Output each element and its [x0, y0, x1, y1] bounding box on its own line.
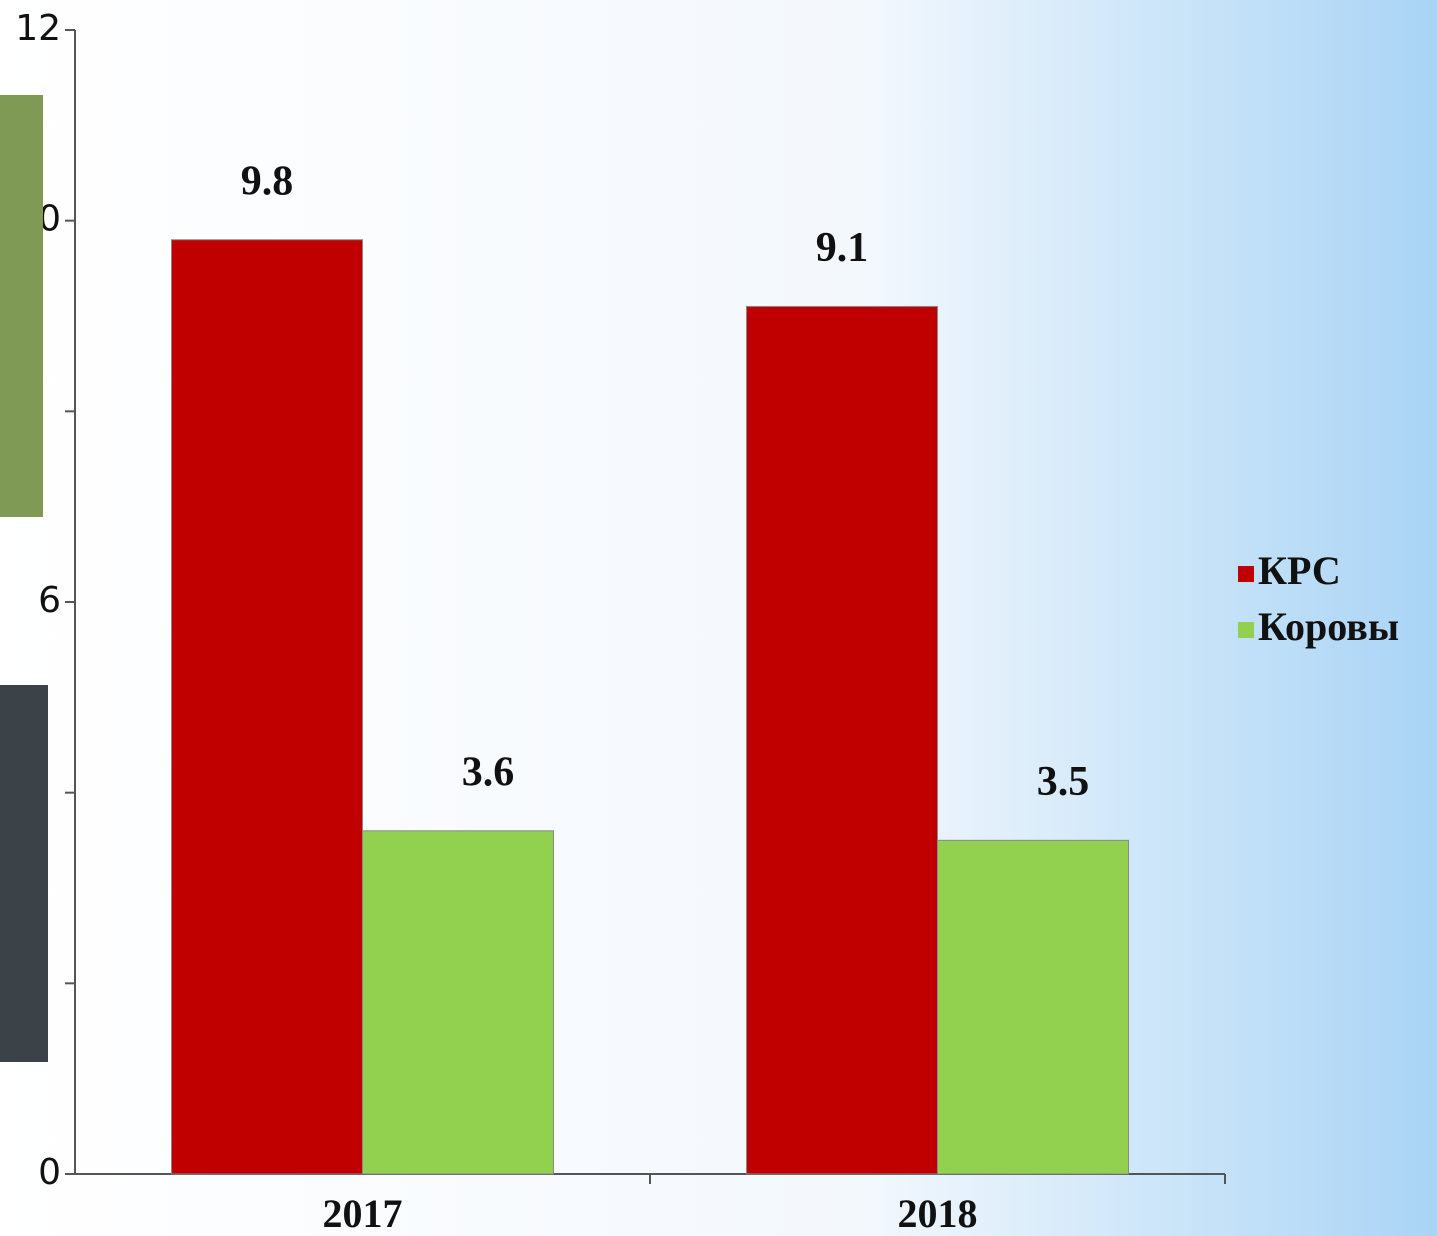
x-tick-label: 2018: [898, 1191, 978, 1236]
value-label: 9.8: [241, 158, 294, 204]
photo: [0, 685, 48, 1062]
value-label: 9.1: [816, 225, 869, 271]
value-label: 3.6: [462, 749, 515, 795]
y-tick-label: 12: [15, 8, 61, 49]
x-tick-label: 2017: [323, 1191, 403, 1236]
photo: [0, 95, 43, 517]
legend-label: Коровы: [1258, 604, 1399, 649]
y-tick-label: 6: [38, 580, 61, 621]
legend-label: КРС: [1258, 548, 1341, 593]
bar: [937, 839, 1129, 1175]
value-label: 3.5: [1037, 759, 1090, 805]
legend-swatch: [1238, 566, 1254, 582]
bar: [171, 239, 363, 1175]
y-tick-label: 0: [38, 1152, 61, 1193]
bar: [362, 830, 554, 1175]
legend-swatch: [1238, 622, 1254, 638]
bar: [746, 305, 938, 1175]
